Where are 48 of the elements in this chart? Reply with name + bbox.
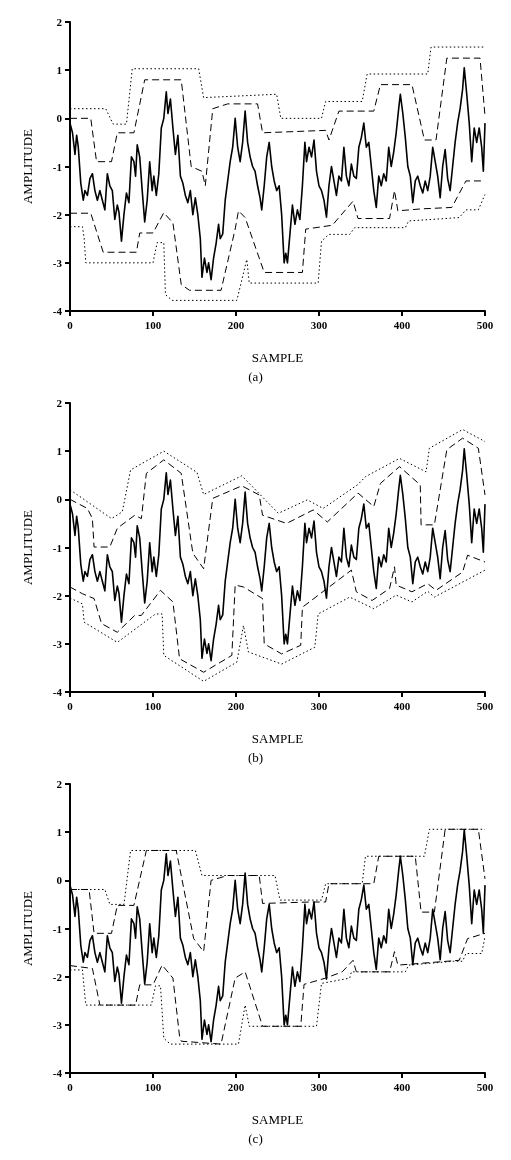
x-tick-label: 0 bbox=[67, 318, 74, 331]
y-tick-label: 1 bbox=[56, 826, 62, 839]
text: (a) bbox=[248, 369, 263, 384]
y-tick-label: -2 bbox=[52, 970, 63, 983]
y-tick-label: -1 bbox=[52, 160, 62, 173]
x-tick-label: 100 bbox=[144, 1080, 162, 1093]
y-tick-label: -4 bbox=[52, 305, 63, 317]
y-tick-label: 2 bbox=[56, 16, 63, 28]
y-tick-label: -1 bbox=[52, 922, 62, 935]
y-tick-label: -2 bbox=[52, 208, 63, 221]
y-tick-label: -4 bbox=[52, 686, 63, 698]
text: (c) bbox=[248, 1131, 263, 1146]
x-tick-label: 500 bbox=[476, 318, 494, 331]
x-tick-label: 300 bbox=[310, 699, 328, 712]
x-axis-title: SAMPLE bbox=[251, 731, 304, 746]
y-axis-title: AMPLITUDE bbox=[20, 509, 35, 586]
y-axis-title: AMPLITUDE bbox=[20, 128, 35, 205]
y-tick-label: 0 bbox=[56, 112, 63, 125]
y-tick-label: -1 bbox=[52, 541, 62, 554]
y-tick-label: -4 bbox=[52, 1067, 63, 1079]
x-tick-label: 300 bbox=[310, 318, 328, 331]
y-tick-label: -2 bbox=[52, 589, 63, 602]
x-tick-label: 200 bbox=[227, 699, 245, 712]
x-tick-label: 200 bbox=[227, 318, 245, 331]
y-tick-label: 2 bbox=[56, 778, 63, 790]
x-tick-label: 400 bbox=[393, 1080, 411, 1093]
x-tick-label: 100 bbox=[144, 318, 162, 331]
y-tick-label: 1 bbox=[56, 64, 62, 77]
x-tick-label: 400 bbox=[393, 699, 411, 712]
x-tick-label: 0 bbox=[67, 1080, 74, 1093]
y-tick-label: 0 bbox=[56, 493, 63, 506]
y-tick-label: 2 bbox=[56, 397, 63, 409]
x-tick-label: 500 bbox=[476, 699, 494, 712]
y-tick-label: -3 bbox=[52, 637, 63, 650]
y-tick-label: 0 bbox=[56, 874, 63, 887]
x-axis-title: SAMPLE bbox=[251, 1112, 304, 1127]
y-axis-title: AMPLITUDE bbox=[20, 890, 35, 967]
x-axis-title: SAMPLE bbox=[251, 350, 304, 365]
x-tick-label: 400 bbox=[393, 318, 411, 331]
x-tick-label: 200 bbox=[227, 1080, 245, 1093]
text: (b) bbox=[247, 750, 264, 765]
y-tick-label: -3 bbox=[52, 1018, 63, 1031]
x-tick-label: 0 bbox=[67, 699, 74, 712]
x-tick-label: 100 bbox=[144, 699, 162, 712]
x-tick-label: 300 bbox=[310, 1080, 328, 1093]
x-tick-label: 500 bbox=[476, 1080, 494, 1093]
y-tick-label: -3 bbox=[52, 256, 63, 269]
y-tick-label: 1 bbox=[56, 445, 62, 458]
